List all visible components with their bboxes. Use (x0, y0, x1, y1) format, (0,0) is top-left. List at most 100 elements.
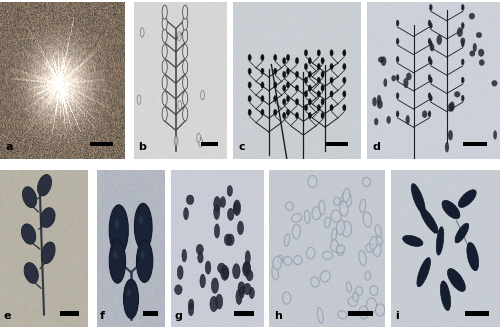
Bar (234, 311, 254, 316)
Ellipse shape (430, 22, 432, 29)
Ellipse shape (331, 210, 341, 222)
Ellipse shape (430, 44, 434, 51)
Ellipse shape (278, 255, 282, 264)
Ellipse shape (261, 95, 264, 102)
Ellipse shape (342, 192, 351, 207)
Text: d: d (372, 142, 380, 152)
Ellipse shape (178, 32, 181, 41)
Ellipse shape (196, 244, 203, 254)
Ellipse shape (440, 281, 450, 311)
Text: e: e (4, 311, 11, 321)
Ellipse shape (286, 68, 290, 74)
Ellipse shape (214, 204, 220, 219)
Ellipse shape (248, 109, 251, 115)
Ellipse shape (22, 187, 36, 208)
Ellipse shape (296, 58, 298, 64)
Ellipse shape (430, 4, 432, 11)
Ellipse shape (363, 212, 372, 227)
Ellipse shape (462, 4, 464, 11)
Ellipse shape (220, 265, 229, 280)
Ellipse shape (232, 264, 240, 279)
Ellipse shape (378, 57, 384, 63)
Ellipse shape (308, 99, 312, 105)
Ellipse shape (462, 59, 464, 65)
Ellipse shape (308, 176, 317, 188)
Ellipse shape (274, 109, 277, 115)
Ellipse shape (322, 251, 332, 259)
Text: f: f (100, 311, 104, 321)
Ellipse shape (140, 251, 144, 259)
Ellipse shape (330, 77, 333, 84)
Ellipse shape (312, 207, 321, 220)
Ellipse shape (336, 220, 344, 235)
Ellipse shape (396, 38, 399, 44)
Ellipse shape (245, 251, 250, 265)
Ellipse shape (182, 91, 188, 105)
Text: g: g (174, 311, 182, 321)
Ellipse shape (198, 138, 202, 147)
Ellipse shape (448, 269, 466, 291)
Ellipse shape (214, 196, 220, 212)
Ellipse shape (336, 245, 345, 253)
Ellipse shape (470, 51, 475, 56)
Ellipse shape (402, 236, 423, 246)
Ellipse shape (396, 111, 399, 117)
Ellipse shape (370, 237, 377, 250)
Ellipse shape (352, 292, 358, 301)
Ellipse shape (212, 278, 218, 293)
Ellipse shape (136, 240, 153, 282)
Ellipse shape (462, 95, 464, 101)
Ellipse shape (365, 272, 370, 280)
Bar (348, 311, 374, 316)
Ellipse shape (134, 203, 152, 250)
Ellipse shape (377, 95, 381, 104)
Ellipse shape (274, 54, 277, 61)
Ellipse shape (348, 297, 358, 306)
Ellipse shape (330, 105, 333, 111)
Ellipse shape (308, 58, 312, 64)
Ellipse shape (246, 270, 253, 281)
Ellipse shape (228, 208, 234, 220)
Ellipse shape (42, 242, 55, 264)
Ellipse shape (182, 16, 188, 30)
Ellipse shape (317, 63, 320, 70)
Bar (391, 170, 500, 327)
Ellipse shape (436, 227, 444, 255)
Ellipse shape (124, 279, 138, 318)
Ellipse shape (476, 32, 482, 38)
Ellipse shape (330, 63, 333, 70)
Ellipse shape (450, 102, 454, 111)
Text: b: b (138, 142, 145, 152)
Ellipse shape (331, 240, 338, 252)
Ellipse shape (406, 115, 409, 124)
Ellipse shape (286, 82, 290, 88)
Ellipse shape (220, 197, 226, 207)
Ellipse shape (242, 262, 250, 277)
Ellipse shape (261, 54, 264, 61)
Bar (60, 311, 79, 316)
Ellipse shape (248, 68, 251, 74)
Bar (143, 311, 158, 316)
Ellipse shape (306, 247, 315, 259)
Ellipse shape (310, 277, 320, 287)
Text: a: a (5, 142, 12, 152)
Ellipse shape (24, 263, 38, 283)
Ellipse shape (334, 197, 340, 205)
Bar (463, 142, 486, 146)
Ellipse shape (366, 298, 376, 313)
Ellipse shape (343, 63, 346, 70)
Ellipse shape (286, 54, 290, 61)
Bar (201, 142, 218, 146)
Ellipse shape (422, 111, 427, 118)
Ellipse shape (492, 80, 498, 86)
Ellipse shape (240, 286, 244, 298)
Bar (325, 142, 348, 146)
Ellipse shape (478, 49, 484, 57)
Ellipse shape (428, 74, 431, 81)
Ellipse shape (318, 308, 323, 323)
Ellipse shape (139, 216, 143, 225)
Ellipse shape (182, 44, 188, 58)
Ellipse shape (396, 20, 399, 26)
Bar (134, 2, 227, 159)
Ellipse shape (376, 225, 382, 237)
